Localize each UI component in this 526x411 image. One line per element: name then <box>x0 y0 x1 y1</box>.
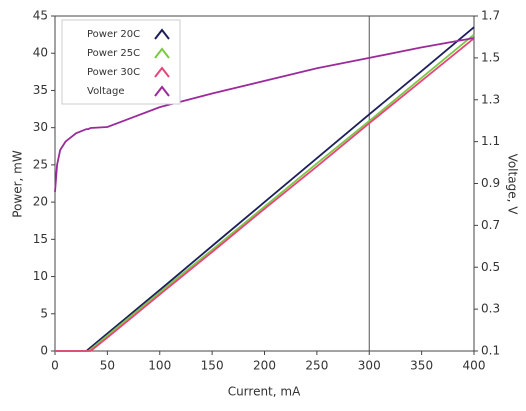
legend: Power 20C Power 25C Power 30C Voltage <box>61 19 181 105</box>
y-tick-label: 45 <box>33 9 48 23</box>
y-tick-label: 40 <box>33 46 48 60</box>
x-tick-label: 150 <box>201 359 224 373</box>
y-tick-label: 35 <box>33 83 48 97</box>
y2-tick-label: 0.7 <box>481 218 500 232</box>
y-tick-label: 25 <box>33 157 48 171</box>
y2-tick-label: 1.5 <box>481 50 500 64</box>
y-tick-label: 20 <box>33 195 48 209</box>
series-line <box>54 37 475 192</box>
y2-tick-label: 1.7 <box>481 9 500 23</box>
x-tick-label: 50 <box>100 359 115 373</box>
x-axis-label: Current, mA <box>228 385 301 399</box>
legend-label: Power 25C <box>87 48 140 59</box>
y-tick-label: 5 <box>40 306 48 320</box>
x-tick-label: 400 <box>463 359 486 373</box>
y2-tick-label: 0.1 <box>481 344 500 358</box>
x-tick-label: 200 <box>253 359 276 373</box>
y-tick-label: 0 <box>40 344 48 358</box>
y-tick-label: 30 <box>33 120 48 134</box>
legend-icon <box>154 47 170 59</box>
x-tick-label: 300 <box>358 359 381 373</box>
x-tick-label: 250 <box>305 359 328 373</box>
legend-label: Power 20C <box>87 29 140 40</box>
series-line <box>55 37 475 352</box>
y-axis-label: Power, mW <box>11 150 25 218</box>
y-tick-label: 15 <box>33 232 48 246</box>
y-tick-label: 10 <box>33 269 48 283</box>
y2-tick-label: 0.9 <box>481 176 500 190</box>
legend-icon <box>154 66 170 78</box>
x-tick-label: 0 <box>51 359 59 373</box>
legend-icon <box>154 85 170 97</box>
x-tick-label: 350 <box>410 359 433 373</box>
y2-tick-label: 1.1 <box>481 134 500 148</box>
y2-axis-label: Voltage, V <box>506 154 520 216</box>
y2-tick-label: 0.5 <box>481 260 500 274</box>
y2-tick-label: 0.3 <box>481 302 500 316</box>
legend-icon <box>154 28 170 40</box>
x-tick-label: 100 <box>148 359 171 373</box>
y2-tick-label: 1.3 <box>481 92 500 106</box>
legend-label: Voltage <box>87 86 125 97</box>
legend-label: Power 30C <box>87 67 140 78</box>
